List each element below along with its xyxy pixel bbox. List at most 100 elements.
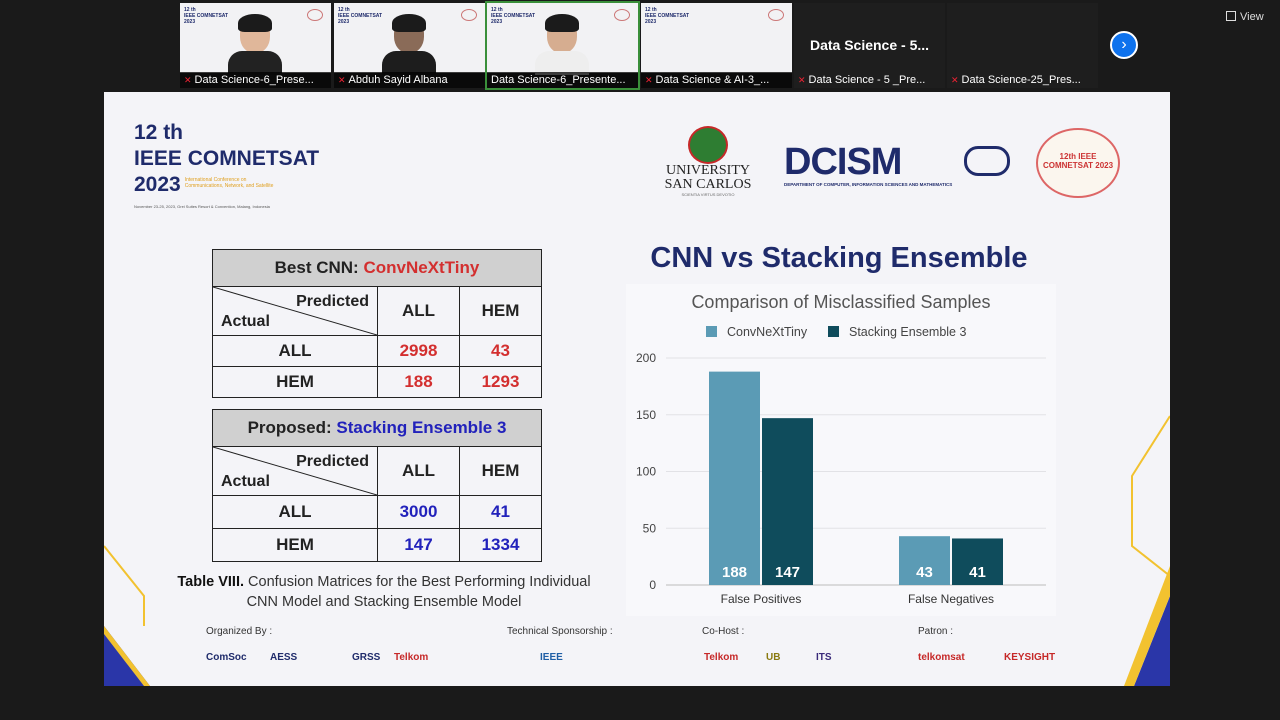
participant-name-bar: ✕ Data Science-6_Prese... bbox=[180, 72, 331, 88]
participant-name-bar: ✕ Abduh Sayid Albana bbox=[334, 72, 485, 88]
view-button[interactable]: View bbox=[1226, 11, 1264, 23]
participant-video bbox=[382, 14, 436, 75]
slide-decoration-left bbox=[104, 545, 150, 686]
legend-label: ConvNeXtTiny bbox=[727, 325, 808, 339]
actual-label: Actual bbox=[221, 473, 270, 490]
table-header-prefix: Best CNN: bbox=[274, 258, 359, 277]
participant-name: Data Science-6_Prese... bbox=[194, 74, 314, 86]
y-tick-label: 100 bbox=[636, 465, 656, 479]
usc-line1: UNIVERSITY bbox=[666, 163, 750, 178]
telkomsat-logo: telkomsat bbox=[918, 652, 965, 663]
participant-tile[interactable]: 12 th IEEE COMNETSAT 2023 ✕ Abduh Sayid Alb… bbox=[334, 3, 485, 88]
telkom-university-logo: Telkom bbox=[704, 652, 739, 663]
diagonal-line bbox=[213, 287, 377, 335]
seal-text: 12th IEEE COMNETSAT 2023 bbox=[1042, 152, 1114, 170]
keysight-logo: KEYSIGHT bbox=[1004, 652, 1056, 663]
participant-video bbox=[535, 14, 589, 75]
telkom-logo: Telkom bbox=[394, 652, 429, 663]
participant-name-bar: ✕ Data Science & AI-3_... bbox=[641, 72, 792, 88]
mini-slide-logo: 12 th IEEE COMNETSAT 2023 bbox=[184, 7, 229, 25]
participant-name: Abduh Sayid Albana bbox=[348, 74, 448, 86]
grid-view-icon bbox=[1226, 11, 1236, 21]
bar bbox=[762, 418, 813, 585]
cohost-label: Co-Host : bbox=[702, 626, 745, 637]
mini-seal-icon bbox=[768, 9, 784, 21]
grss-logo: GRSS bbox=[352, 652, 381, 663]
muted-mic-icon: ✕ bbox=[798, 75, 806, 85]
participant-strip: 12 th IEEE COMNETSAT 2023 ✕ Data Science-6_… bbox=[0, 0, 1280, 92]
chevron-right-icon: › bbox=[1121, 36, 1127, 53]
matrix-cell: 147 bbox=[377, 528, 460, 562]
aess-logo: AESS bbox=[270, 652, 298, 663]
shared-slide: 12 th IEEE COMNETSAT 2023 International C… bbox=[104, 92, 1170, 686]
matrix-cell: 41 bbox=[459, 495, 542, 529]
caption-text: Confusion Matrices for the Best Performi… bbox=[246, 574, 591, 610]
column-header: ALL bbox=[377, 286, 460, 336]
conference-name: IEEE COMNETSAT bbox=[134, 147, 320, 170]
comsoc-logo: ComSoc bbox=[206, 652, 247, 663]
usc-crest-icon bbox=[688, 126, 728, 164]
matrix-cell: 1293 bbox=[459, 366, 542, 398]
technical-sponsorship-label: Technical Sponsorship : bbox=[507, 626, 613, 637]
predicted-label: Predicted bbox=[296, 453, 369, 470]
participant-name-bar: ✕ Data Science-25_Pres... bbox=[947, 72, 1098, 88]
participant-tile-no-video[interactable]: Data Science - 5... ✕ Data Science - 5 _P… bbox=[794, 3, 945, 88]
participant-tile-no-video[interactable]: ✕ Data Science-25_Pres... bbox=[947, 3, 1098, 88]
mini-slide-logo: 12 th IEEE COMNETSAT 2023 bbox=[645, 7, 690, 25]
table-row: HEM 188 1293 bbox=[212, 366, 542, 398]
model-name: ConvNeXtTiny bbox=[363, 258, 480, 277]
legend-label: Stacking Ensemble 3 bbox=[849, 325, 966, 339]
matrix-cell: 2998 bbox=[377, 335, 460, 367]
participant-tile[interactable]: 12 th IEEE COMNETSAT 2023 ✕ Data Science-6_… bbox=[180, 3, 331, 88]
muted-mic-icon: ✕ bbox=[951, 75, 959, 85]
mini-seal-icon bbox=[461, 9, 477, 21]
chart-canvas: ConvNeXtTiny Stacking Ensemble 3 0 50 100 150… bbox=[636, 325, 1046, 606]
table-caption: Table VIII. Confusion Matrices for the B… bbox=[174, 572, 594, 612]
conference-date: November 23-25, 2023, Grei Suites Resort… bbox=[134, 204, 270, 209]
comnetsat-seal: 12th IEEE COMNETSAT 2023 bbox=[1036, 128, 1120, 198]
participant-display-name: Data Science - 5... bbox=[809, 37, 930, 53]
usc-motto: SCIENTIA VIRTUS DEVOTIO bbox=[681, 192, 735, 197]
confusion-matrix-best-cnn: Best CNN: ConvNeXtTiny Predicted Actual A… bbox=[212, 249, 542, 398]
table-header: Proposed: Stacking Ensemble 3 bbox=[212, 409, 542, 447]
table-row: HEM 147 1334 bbox=[212, 528, 542, 562]
video-thumbnail: 12 th IEEE COMNETSAT 2023 bbox=[180, 3, 331, 75]
ub-logo: UB bbox=[766, 652, 781, 663]
video-thumbnail: 12 th IEEE COMNETSAT 2023 bbox=[334, 3, 485, 75]
bar-value-label: 41 bbox=[969, 564, 986, 581]
participant-name-bar: ✕ Data Science - 5 _Pre... bbox=[794, 72, 945, 88]
bar-value-label: 188 bbox=[722, 564, 747, 581]
row-header: HEM bbox=[212, 528, 378, 562]
table-row: ALL 3000 41 bbox=[212, 495, 542, 529]
participant-name-bar: Data Science-6_Presente... bbox=[487, 72, 638, 88]
matrix-cell: 1334 bbox=[459, 528, 542, 562]
diagonal-header-cell: Predicted Actual bbox=[212, 446, 378, 496]
bar-value-label: 43 bbox=[916, 564, 933, 581]
table-row: ALL 2998 43 bbox=[212, 335, 542, 367]
x-tick-label: False Negatives bbox=[908, 592, 994, 606]
participant-tile-active-speaker[interactable]: 12 th IEEE COMNETSAT 2023 Data Science-6_P… bbox=[485, 1, 640, 90]
participant-tile[interactable]: 12 th IEEE COMNETSAT 2023 ✕ Data Science & … bbox=[641, 3, 792, 88]
participant-name: Data Science & AI-3_... bbox=[655, 74, 770, 86]
mini-slide-logo: 12 th IEEE COMNETSAT 2023 bbox=[338, 7, 383, 25]
participant-name: Data Science-6_Presente... bbox=[491, 74, 626, 86]
dcism-logo: DCISM DEPARTMENT OF COMPUTER, INFORMATIO… bbox=[784, 142, 1016, 187]
bar-value-label: 147 bbox=[775, 564, 800, 581]
usc-line2: SAN CARLOS bbox=[664, 177, 752, 192]
row-header: ALL bbox=[212, 335, 378, 367]
organized-by-label: Organized By : bbox=[206, 626, 273, 637]
slide-title: CNN vs Stacking Ensemble bbox=[650, 242, 1028, 274]
table-header: Best CNN: ConvNeXtTiny bbox=[212, 249, 542, 287]
mini-seal-icon bbox=[614, 9, 630, 21]
dcism-title: DCISM bbox=[784, 141, 902, 183]
legend-swatch bbox=[828, 326, 839, 337]
x-tick-label: False Positives bbox=[721, 592, 802, 606]
bar-chart: Comparison of Misclassified Samples Conv… bbox=[626, 284, 1056, 616]
table-header-prefix: Proposed: bbox=[247, 418, 332, 437]
bar bbox=[709, 371, 760, 585]
y-tick-label: 200 bbox=[636, 351, 656, 365]
mini-seal-icon bbox=[307, 9, 323, 21]
next-page-button[interactable]: › bbox=[1110, 31, 1138, 59]
video-thumbnail: 12 th IEEE COMNETSAT 2023 bbox=[487, 3, 638, 75]
diagonal-header-cell: Predicted Actual bbox=[212, 286, 378, 336]
